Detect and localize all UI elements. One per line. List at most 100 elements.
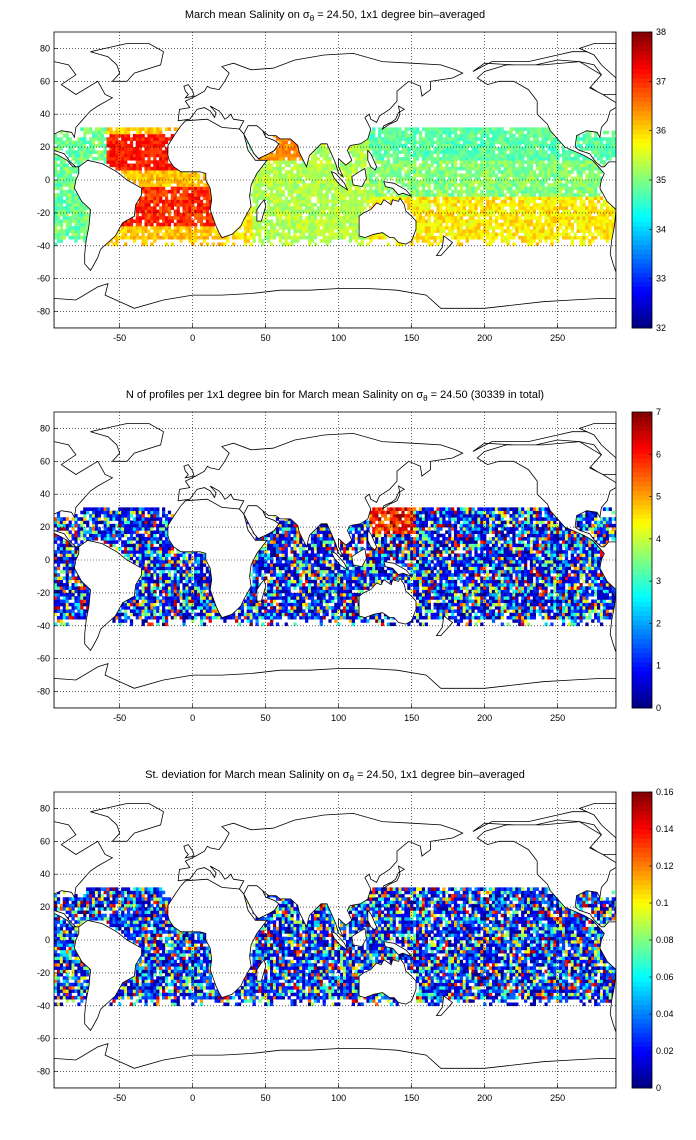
data-cell bbox=[518, 203, 522, 207]
colorbar-swatch bbox=[632, 304, 652, 310]
data-cell bbox=[442, 196, 446, 201]
data-cell bbox=[240, 235, 245, 240]
data-cell bbox=[164, 140, 169, 145]
data-cell bbox=[532, 170, 537, 174]
data-cell bbox=[328, 166, 332, 171]
data-cell bbox=[132, 229, 137, 233]
data-cell bbox=[570, 216, 574, 220]
data-cell bbox=[270, 209, 274, 214]
data-cell bbox=[386, 133, 391, 138]
data-cell bbox=[124, 226, 128, 230]
data-cell bbox=[433, 183, 437, 187]
data-cell bbox=[167, 189, 172, 194]
data-cell bbox=[164, 619, 169, 623]
data-cell bbox=[588, 166, 592, 171]
data-cell bbox=[500, 137, 504, 141]
data-cell bbox=[529, 232, 534, 237]
data-cell bbox=[290, 242, 294, 247]
data-cell bbox=[547, 143, 551, 148]
data-cell bbox=[159, 137, 163, 141]
data-cell bbox=[556, 206, 560, 210]
colorbar-swatch bbox=[632, 143, 652, 149]
data-cell bbox=[480, 133, 484, 138]
data-cell bbox=[407, 137, 411, 141]
data-cell bbox=[106, 140, 110, 145]
data-cell bbox=[526, 229, 531, 233]
data-cell bbox=[115, 137, 119, 141]
data-cell bbox=[287, 203, 291, 207]
data-cell bbox=[272, 235, 277, 240]
data-cell bbox=[383, 147, 388, 151]
data-cell bbox=[442, 209, 446, 214]
data-cell bbox=[296, 229, 300, 233]
data-cell bbox=[354, 147, 358, 151]
data-cell bbox=[331, 166, 335, 171]
data-cell bbox=[348, 186, 353, 191]
data-cell bbox=[59, 130, 64, 135]
data-cell bbox=[480, 127, 484, 131]
data-cell bbox=[424, 199, 428, 204]
data-cell bbox=[535, 153, 539, 158]
data-cell bbox=[541, 137, 545, 141]
data-cell bbox=[106, 153, 110, 158]
data-cell bbox=[597, 140, 601, 145]
data-cell bbox=[313, 219, 318, 224]
data-cell bbox=[465, 153, 469, 158]
data-cell bbox=[232, 232, 236, 237]
data-cell bbox=[401, 183, 405, 187]
data-cell bbox=[515, 143, 519, 148]
data-cell bbox=[328, 206, 332, 210]
data-cell bbox=[132, 226, 137, 230]
data-cell bbox=[407, 127, 411, 131]
data-cell bbox=[512, 160, 516, 164]
data-cell bbox=[491, 180, 496, 184]
data-cell bbox=[430, 153, 434, 158]
data-cell bbox=[526, 219, 531, 224]
data-cell bbox=[167, 163, 172, 168]
data-cell bbox=[240, 232, 245, 237]
data-cell bbox=[278, 156, 283, 161]
data-cell bbox=[264, 212, 268, 217]
data-cell bbox=[579, 216, 583, 220]
data-cell bbox=[599, 170, 604, 174]
data-cell bbox=[573, 622, 577, 627]
data-cell bbox=[392, 133, 396, 138]
data-cell bbox=[275, 206, 280, 210]
data-cell bbox=[296, 153, 300, 158]
data-cell bbox=[264, 612, 268, 617]
data-cell bbox=[497, 137, 501, 141]
data-cell bbox=[121, 170, 125, 174]
data-cell bbox=[305, 203, 309, 207]
data-cell bbox=[480, 203, 484, 207]
data-cell bbox=[310, 180, 315, 184]
data-cell bbox=[524, 160, 528, 164]
data-cell bbox=[433, 186, 437, 191]
data-cell bbox=[500, 163, 504, 168]
data-cell bbox=[570, 242, 574, 247]
data-cell bbox=[509, 163, 513, 168]
data-cell bbox=[357, 242, 361, 247]
data-cell bbox=[141, 229, 145, 233]
data-cell bbox=[194, 186, 198, 191]
data-cell bbox=[115, 239, 119, 243]
data-cell bbox=[518, 619, 522, 623]
data-cell bbox=[424, 163, 428, 168]
data-cell bbox=[465, 226, 469, 230]
data-cell bbox=[439, 219, 443, 224]
data-cell bbox=[416, 199, 420, 204]
data-cell bbox=[474, 206, 478, 210]
data-cell bbox=[448, 170, 452, 174]
data-cell bbox=[77, 235, 81, 240]
data-cell bbox=[418, 189, 423, 194]
data-cell bbox=[74, 170, 78, 174]
data-cell bbox=[448, 150, 452, 154]
data-cell bbox=[147, 235, 151, 240]
data-cell bbox=[509, 143, 513, 148]
colorbar-swatch bbox=[632, 207, 652, 213]
data-cell bbox=[334, 216, 338, 220]
data-cell bbox=[156, 229, 160, 233]
data-cell bbox=[197, 612, 201, 617]
data-cell bbox=[416, 196, 420, 201]
data-cell bbox=[535, 163, 539, 168]
data-cell bbox=[474, 143, 478, 148]
